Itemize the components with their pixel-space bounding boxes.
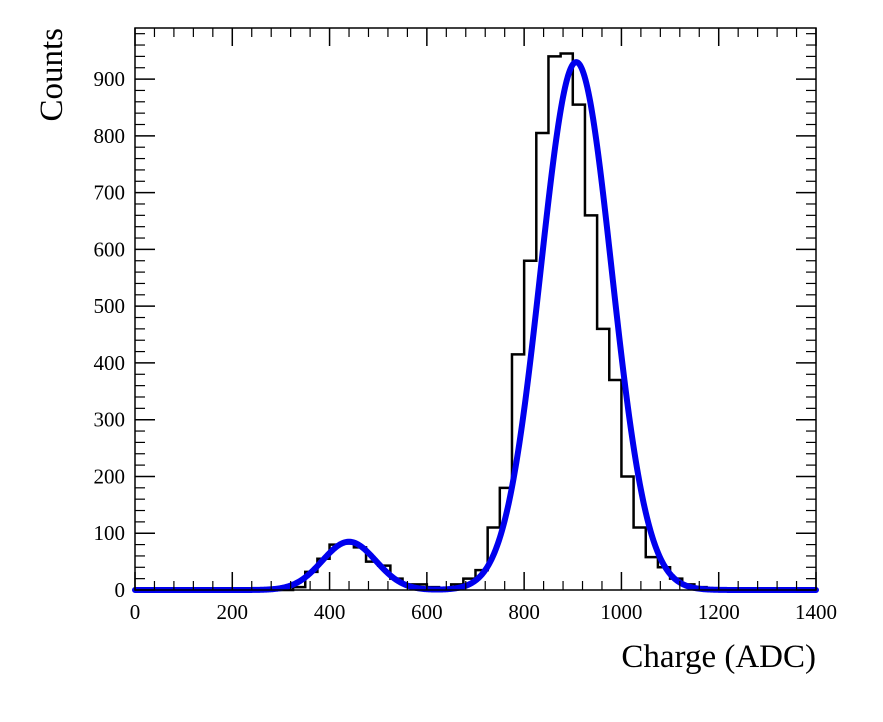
x-tick-label: 0 <box>130 600 141 624</box>
histogram-bin <box>573 105 585 590</box>
x-tick-label: 1000 <box>600 600 642 624</box>
y-axis-title: Counts <box>34 28 70 122</box>
x-tick-label: 600 <box>411 600 443 624</box>
x-tick-label: 200 <box>217 600 249 624</box>
y-tick-label: 0 <box>115 578 126 602</box>
y-tick-label: 500 <box>94 294 126 318</box>
histogram-bin <box>646 557 658 590</box>
histogram-bin <box>366 562 378 590</box>
ticks-layer: 0 200 400 600 800 1000 1200 1400 0 100 200 300 400 50… <box>94 28 837 624</box>
histogram-bin <box>342 543 354 590</box>
fit-curve <box>132 59 819 593</box>
y-tick-label: 200 <box>94 464 126 488</box>
y-tick-label: 900 <box>94 67 126 91</box>
histogram-bin <box>621 476 633 590</box>
histogram-series <box>135 52 816 592</box>
x-tick-label: 800 <box>508 600 540 624</box>
histogram-outline <box>135 52 816 592</box>
y-tick-label: 700 <box>94 181 126 205</box>
marks-layer <box>132 52 819 593</box>
x-tick-label: 1400 <box>795 600 837 624</box>
histogram-bin <box>609 380 621 590</box>
histogram-bin <box>561 54 573 590</box>
plot-frame <box>134 27 817 591</box>
y-tick-label: 800 <box>94 124 126 148</box>
x-axis-title: Charge (ADC) <box>621 639 816 675</box>
histogram-bin <box>585 215 597 590</box>
y-tick-label: 100 <box>94 521 126 545</box>
histogram-bin <box>597 329 609 590</box>
histogram-bin <box>634 528 646 590</box>
y-tick-label: 300 <box>94 408 126 432</box>
histogram-bin <box>354 547 366 590</box>
x-tick-label: 400 <box>314 600 346 624</box>
y-tick-label: 600 <box>94 237 126 261</box>
y-tick-label: 400 <box>94 351 126 375</box>
x-tick-label: 1200 <box>698 600 740 624</box>
